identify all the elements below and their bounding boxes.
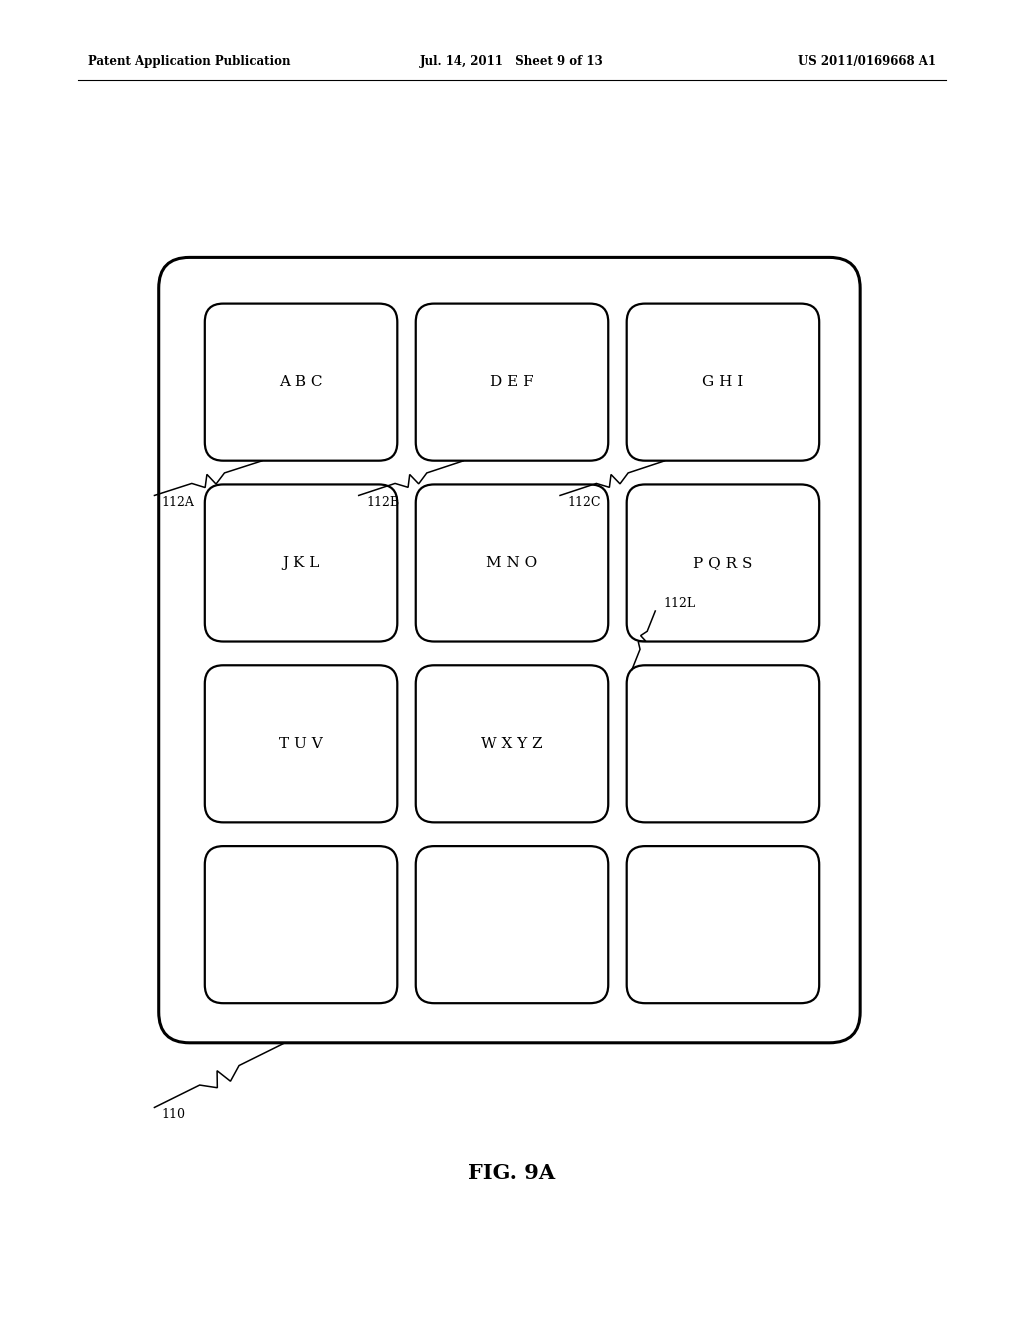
Text: Jul. 14, 2011   Sheet 9 of 13: Jul. 14, 2011 Sheet 9 of 13	[420, 55, 604, 69]
FancyBboxPatch shape	[416, 304, 608, 461]
Text: 112L: 112L	[664, 597, 695, 610]
Text: 112C: 112C	[567, 496, 601, 508]
FancyBboxPatch shape	[159, 257, 860, 1043]
Text: W X Y Z: W X Y Z	[481, 737, 543, 751]
FancyBboxPatch shape	[205, 846, 397, 1003]
FancyBboxPatch shape	[627, 484, 819, 642]
FancyBboxPatch shape	[416, 846, 608, 1003]
Text: US 2011/0169668 A1: US 2011/0169668 A1	[798, 55, 936, 69]
Text: M N O: M N O	[486, 556, 538, 570]
Text: J K L: J K L	[283, 556, 319, 570]
FancyBboxPatch shape	[627, 665, 819, 822]
Text: 110: 110	[162, 1107, 185, 1121]
FancyBboxPatch shape	[416, 484, 608, 642]
FancyBboxPatch shape	[205, 304, 397, 461]
FancyBboxPatch shape	[627, 846, 819, 1003]
FancyBboxPatch shape	[627, 304, 819, 461]
Text: FIG. 9A: FIG. 9A	[468, 1163, 556, 1183]
Text: T U V: T U V	[280, 737, 323, 751]
FancyBboxPatch shape	[205, 484, 397, 642]
FancyBboxPatch shape	[205, 665, 397, 822]
Text: G H I: G H I	[702, 375, 743, 389]
Text: 112B: 112B	[366, 496, 399, 508]
Text: P Q R S: P Q R S	[693, 556, 753, 570]
FancyBboxPatch shape	[416, 665, 608, 822]
Text: A B C: A B C	[280, 375, 323, 389]
Text: D E F: D E F	[490, 375, 534, 389]
Text: 112A: 112A	[162, 496, 195, 508]
Text: Patent Application Publication: Patent Application Publication	[88, 55, 291, 69]
